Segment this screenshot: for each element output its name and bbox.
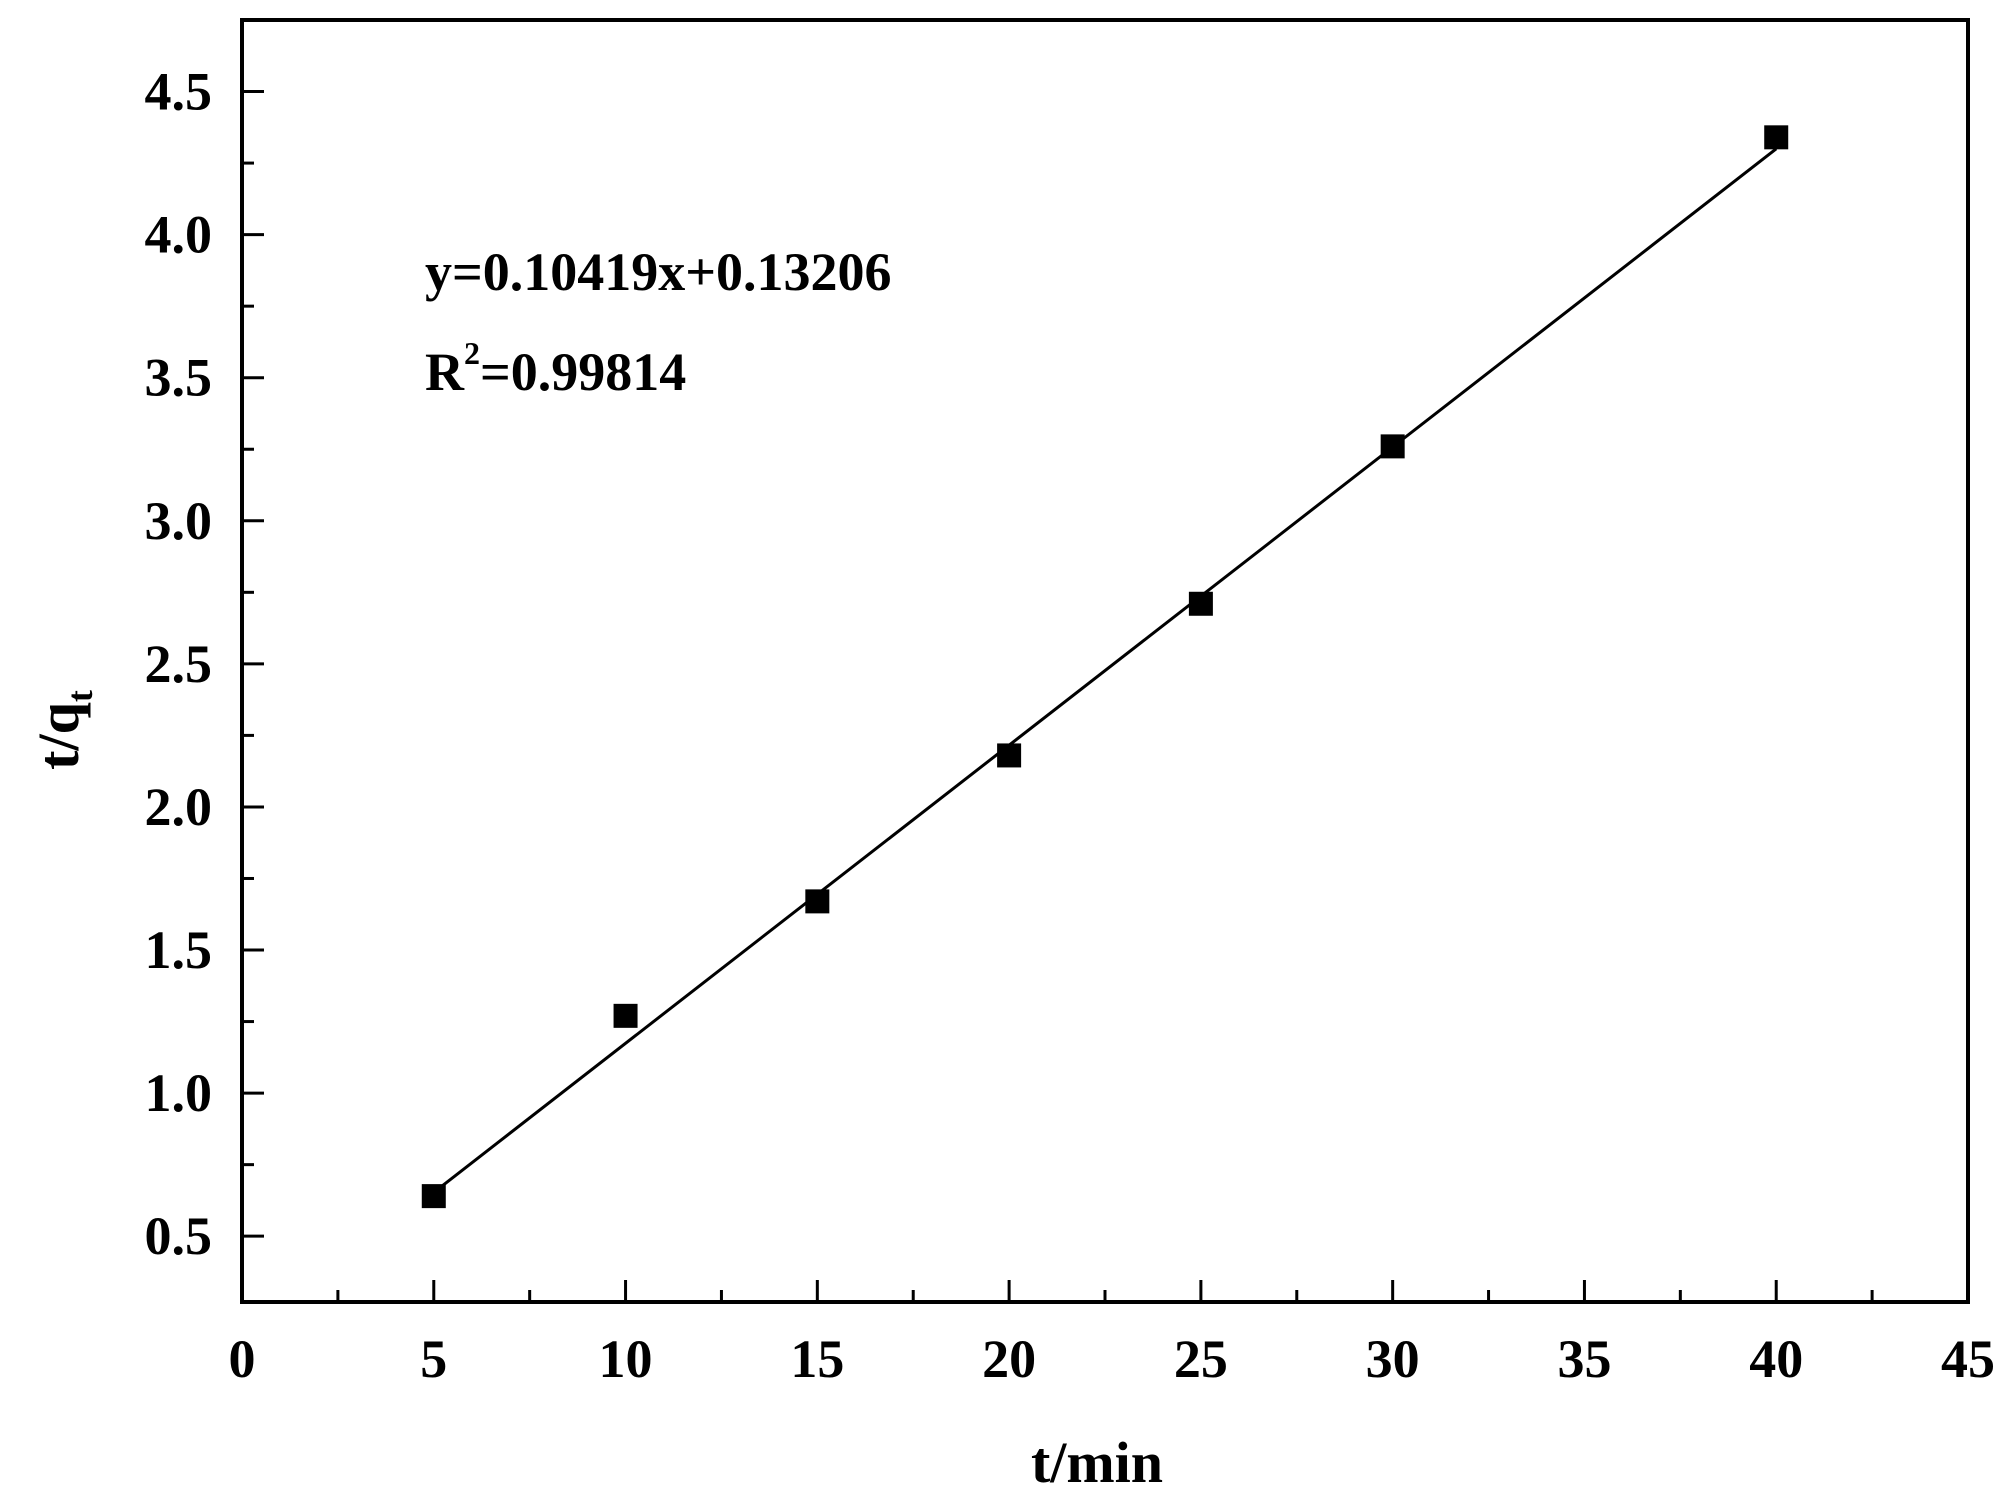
fit-layer — [432, 147, 1778, 1194]
data-point — [613, 1003, 638, 1028]
fit-equation-label: y=0.10419x+0.13206 — [425, 242, 892, 302]
y-tick-label: 2.0 — [145, 777, 213, 837]
data-point — [421, 1184, 446, 1209]
x-tick-label: 0 — [229, 1329, 256, 1389]
data-point — [805, 889, 830, 914]
y-tick-label: 2.5 — [145, 634, 213, 694]
x-tick-label: 5 — [420, 1329, 447, 1389]
y-tick-label: 4.0 — [145, 205, 213, 265]
y-axis-title: t/qt — [26, 690, 100, 770]
y-tick-label: 1.5 — [145, 920, 213, 980]
ticks-layer: 0 5 10 15 20 25 30 35 40 45 0.5 1.0 1.5 2.0 2.5 3.0 3.5 4… — [145, 62, 1996, 1389]
y-tick-label: 1.0 — [145, 1063, 213, 1123]
x-tick-label: 35 — [1557, 1329, 1611, 1389]
x-axis-title: t/min — [1031, 1430, 1163, 1495]
plot-frame — [240, 18, 1970, 1304]
data-point — [1188, 591, 1213, 616]
x-tick-label: 10 — [599, 1329, 653, 1389]
x-tick-label: 20 — [982, 1329, 1036, 1389]
linear-fit-line — [432, 147, 1778, 1194]
y-tick-label: 3.5 — [145, 348, 213, 408]
x-tick-label: 15 — [790, 1329, 844, 1389]
y-axis-title-subscript: t — [60, 690, 100, 702]
x-tick-label: 40 — [1749, 1329, 1803, 1389]
points-layer — [421, 125, 1789, 1209]
y-tick-label: 3.0 — [145, 491, 213, 551]
x-tick-label: 30 — [1366, 1329, 1420, 1389]
data-point — [997, 743, 1022, 768]
data-point — [1380, 434, 1405, 459]
data-point — [1764, 125, 1789, 150]
r-squared-label: R2=0.99814 — [425, 335, 686, 402]
y-axis-title-main: t/q — [26, 702, 91, 770]
r-squared-prefix: R — [425, 342, 465, 402]
y-tick-label: 0.5 — [145, 1206, 213, 1266]
x-tick-label: 45 — [1941, 1329, 1995, 1389]
y-tick-label: 4.5 — [145, 62, 213, 122]
r-squared-superscript: 2 — [464, 335, 480, 371]
x-tick-label: 25 — [1174, 1329, 1228, 1389]
r-squared-value: =0.99814 — [480, 342, 686, 402]
